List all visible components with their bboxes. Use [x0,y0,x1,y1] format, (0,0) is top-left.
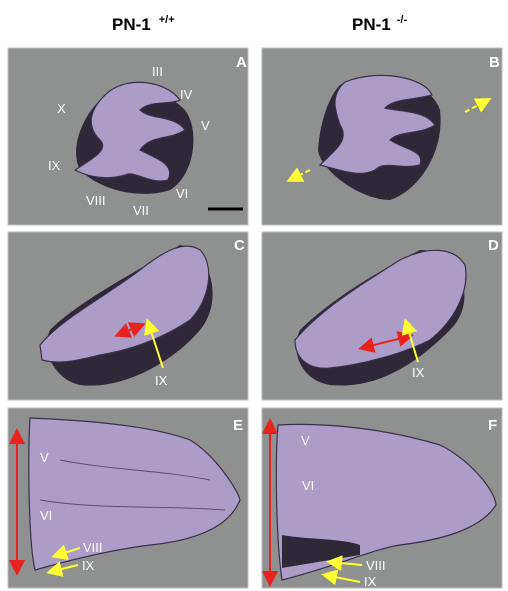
panel-letter: F [488,417,497,434]
lobule-label: IX [155,373,168,388]
column-label: PN-1 [352,15,391,34]
column-superscript: -/- [397,14,408,26]
lobule-label: IX [412,365,425,380]
panel-letter: D [488,237,499,254]
lobule-label: IX [48,158,61,173]
panel-letter: E [233,417,243,434]
figure: PN-1 +/+ PN-1 -/- A III IV V VI VII VIII I… [0,0,508,591]
lobule-label: IX [364,574,377,589]
panel-letter: A [236,54,247,71]
lobule-label: VIII [83,540,103,555]
lobule-label: V [201,118,210,133]
lobule-label: VII [133,203,149,218]
lobule-label: VI [176,186,188,201]
panel-letter: C [234,237,245,254]
lobule-label: V [301,433,310,448]
lobule-label: III [152,64,163,79]
panel-letter: B [489,54,500,71]
lobule-label: V [40,450,49,465]
lobule-label: IX [82,558,95,573]
lobule-label: VIII [366,558,386,573]
lobule-label: VI [302,478,314,493]
lobule-label: VI [40,508,52,523]
column-header: PN-1 -/- [352,14,407,34]
lobule-label: X [57,101,66,116]
lobule-label: IV [180,87,193,102]
column-header: PN-1 +/+ [112,14,175,34]
column-label: PN-1 [112,15,151,34]
lobule-label: VIII [86,193,106,208]
column-superscript: +/+ [159,14,175,26]
